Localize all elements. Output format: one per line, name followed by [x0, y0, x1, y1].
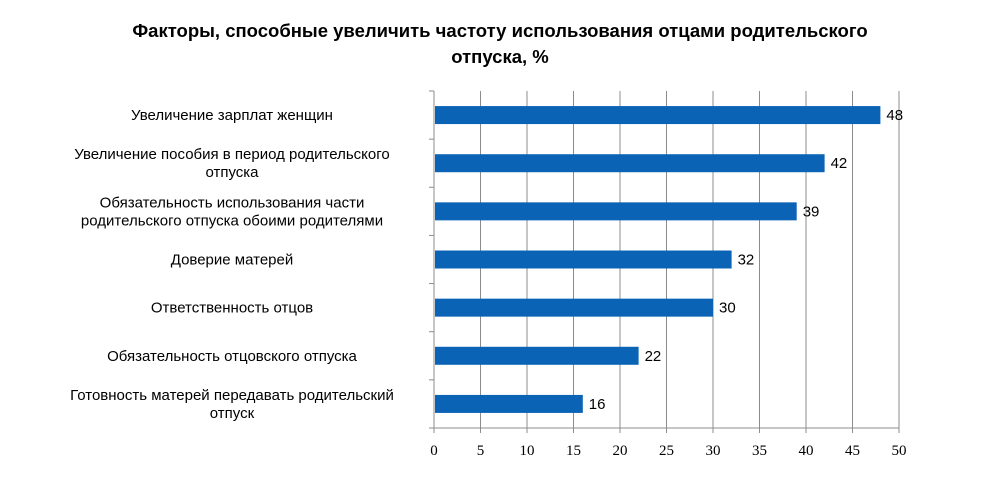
x-tick-label: 50: [892, 443, 907, 459]
x-tick-label: 35: [752, 443, 767, 459]
category-label: Увеличение зарплат женщин: [131, 107, 333, 124]
bar: [435, 154, 825, 173]
chart-title: Факторы, способные увеличить частоту исп…: [0, 18, 1000, 70]
data-label: 42: [831, 155, 848, 172]
category-label-line: Увеличение зарплат женщин: [131, 107, 333, 124]
category-label-line: отпуск: [210, 405, 255, 422]
data-label: 39: [803, 203, 820, 220]
category-label-line: Увеличение пособия в период родительског…: [74, 146, 389, 163]
category-label-line: отпуска: [205, 164, 259, 181]
category-label-line: Обязательность отцовского отпуска: [107, 348, 357, 365]
data-label: 22: [645, 348, 662, 365]
x-tick-label: 20: [613, 443, 628, 459]
data-label: 16: [589, 396, 606, 413]
category-label-line: Доверие матерей: [171, 252, 293, 269]
category-label: Обязательность использования части родите…: [81, 194, 383, 229]
x-tick-label: 0: [430, 443, 438, 459]
data-label: 48: [886, 107, 903, 124]
x-tick-label: 40: [799, 443, 814, 459]
category-label-line: Готовность матерей передавать родительск…: [70, 387, 394, 404]
chart-title-line-2: отпуска, %: [451, 46, 549, 67]
category-label: Обязательность отцовского отпуска: [107, 348, 357, 365]
category-label: Увеличение пособия в период родительског…: [74, 146, 389, 181]
x-tick-label: 25: [659, 443, 674, 459]
data-label: 30: [719, 300, 736, 317]
x-tick-label: 10: [520, 443, 535, 459]
x-tick-label: 5: [477, 443, 485, 459]
category-label-line: родительского отпуска обоими родителями: [81, 212, 383, 229]
category-label: Ответственность отцов: [151, 300, 313, 317]
bar: [435, 346, 639, 365]
chart-title-line-1: Факторы, способные увеличить частоту исп…: [132, 20, 868, 41]
bar: [435, 106, 881, 125]
x-tick-label: 45: [845, 443, 860, 459]
category-label-line: Обязательность использования части: [100, 194, 365, 211]
category-label: Готовность матерей передавать родительск…: [70, 387, 394, 422]
category-label: Доверие матерей: [171, 252, 293, 269]
bar: [435, 298, 713, 317]
x-tick-label: 30: [706, 443, 721, 459]
bar: [435, 394, 583, 413]
bar: [435, 250, 732, 269]
category-label-line: Ответственность отцов: [151, 300, 313, 317]
bar: [435, 202, 797, 221]
x-tick-label: 15: [566, 443, 581, 459]
data-label: 32: [738, 252, 755, 269]
